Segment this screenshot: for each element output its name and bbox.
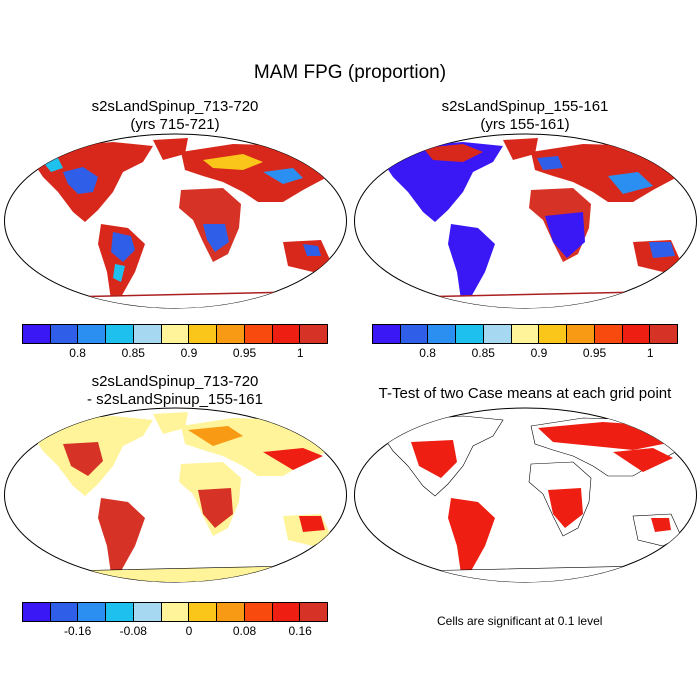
colorbar-tick-label: 0.16	[288, 624, 312, 638]
colorbar-swatch-diff	[133, 603, 162, 621]
map-panel2	[354, 133, 697, 309]
colorbar-tick-label: -0.16	[63, 624, 92, 638]
colorbar-swatch-fpg	[189, 325, 218, 343]
colorbar-tick-label: 0.8	[419, 346, 436, 360]
colorbar-swatch-fpg	[50, 325, 79, 343]
colorbar-swatch-fpg	[23, 325, 51, 343]
colorbar-swatch-fpg	[456, 325, 484, 343]
colorbar-swatch-diff	[300, 603, 328, 621]
colorbar-swatch-fpg	[373, 325, 401, 343]
significance-note: Cells are significant at 0.1 level	[437, 614, 603, 628]
colorbar-swatch-diff	[217, 603, 245, 621]
colorbar-ticks-panel1: 0.8 0.85 0.9 0.95 1	[22, 346, 328, 362]
colorbar-swatch-fpg	[244, 325, 273, 343]
map-panel4	[354, 407, 697, 583]
colorbar-swatch-fpg	[106, 325, 134, 343]
colorbar-tick-label: 0	[185, 624, 193, 638]
colorbar-swatch-fpg	[161, 325, 190, 343]
colorbar-tick-label: 0.9	[180, 346, 198, 360]
panel1-title-line2: (yrs 715-721)	[130, 116, 220, 133]
panel3-title: s2sLandSpinup_713-720 - s2sLandSpinup_15…	[5, 373, 345, 409]
colorbar-fpg-panel1	[22, 324, 328, 344]
panel1-title: s2sLandSpinup_713-720 (yrs 715-721)	[5, 98, 345, 134]
colorbar-swatch-fpg	[650, 325, 678, 343]
panel4-title: T-Test of two Case means at each grid po…	[345, 385, 700, 403]
colorbar-swatch-fpg	[217, 325, 245, 343]
colorbar-tick-label: -0.08	[119, 624, 147, 638]
panel1-title-line1: s2sLandSpinup_713-720	[91, 98, 259, 115]
colorbar-swatch-fpg	[511, 325, 540, 343]
panel2-title-line2: (yrs 155-161)	[480, 116, 570, 133]
colorbar-ticks-panel3: -0.16 -0.08 0 0.08 0.16	[22, 624, 328, 640]
colorbar-swatch-fpg	[567, 325, 595, 343]
colorbar-swatch-fpg	[133, 325, 162, 343]
colorbar-swatch-diff	[23, 603, 51, 621]
colorbar-swatch-diff	[106, 603, 134, 621]
colorbar-swatch-fpg	[483, 325, 512, 343]
colorbar-swatch-diff	[161, 603, 190, 621]
colorbar-swatch-fpg	[400, 325, 429, 343]
colorbar-tick-label: 0.08	[232, 624, 257, 638]
south-america	[98, 224, 145, 300]
colorbar-swatch-fpg	[78, 325, 107, 343]
colorbar-diff-panel3	[22, 602, 328, 622]
colorbar-tick-label: 0.95	[232, 346, 257, 360]
colorbar-tick-label: 1	[296, 346, 304, 360]
colorbar-swatch-fpg	[539, 325, 568, 343]
colorbar-tick-label: 0.85	[471, 346, 495, 360]
colorbar-tick-label: 1	[646, 346, 654, 360]
colorbar-fpg-panel2	[372, 324, 678, 344]
colorbar-swatch-fpg	[272, 325, 301, 343]
colorbar-tick-label: 0.9	[530, 346, 548, 360]
colorbar-tick-label: 0.8	[69, 346, 86, 360]
map-panel1	[4, 133, 347, 309]
panel4-title-line1: T-Test of two Case means at each grid po…	[378, 385, 672, 402]
colorbar-tick-label: 0.85	[121, 346, 145, 360]
panel2-title: s2sLandSpinup_155-161 (yrs 155-161)	[355, 98, 695, 134]
colorbar-swatch-fpg	[594, 325, 623, 343]
colorbar-swatch-diff	[78, 603, 107, 621]
colorbar-swatch-fpg	[428, 325, 457, 343]
map-panel3	[4, 407, 347, 583]
colorbar-swatch-diff	[272, 603, 301, 621]
colorbar-tick-label: 0.95	[582, 346, 607, 360]
figure-title: MAM FPG (proportion)	[253, 62, 447, 83]
panel2-title-line1: s2sLandSpinup_155-161	[441, 98, 609, 115]
colorbar-swatch-diff	[189, 603, 218, 621]
panel3-title-line1: s2sLandSpinup_713-720	[91, 373, 259, 390]
colorbar-ticks-panel2: 0.8 0.85 0.9 0.95 1	[372, 346, 678, 362]
colorbar-swatch-fpg	[622, 325, 651, 343]
panel3-title-line2: - s2sLandSpinup_155-161	[87, 391, 263, 408]
colorbar-swatch-diff	[244, 603, 273, 621]
colorbar-swatch-diff	[50, 603, 79, 621]
colorbar-swatch-fpg	[300, 325, 328, 343]
greenland	[153, 138, 188, 160]
